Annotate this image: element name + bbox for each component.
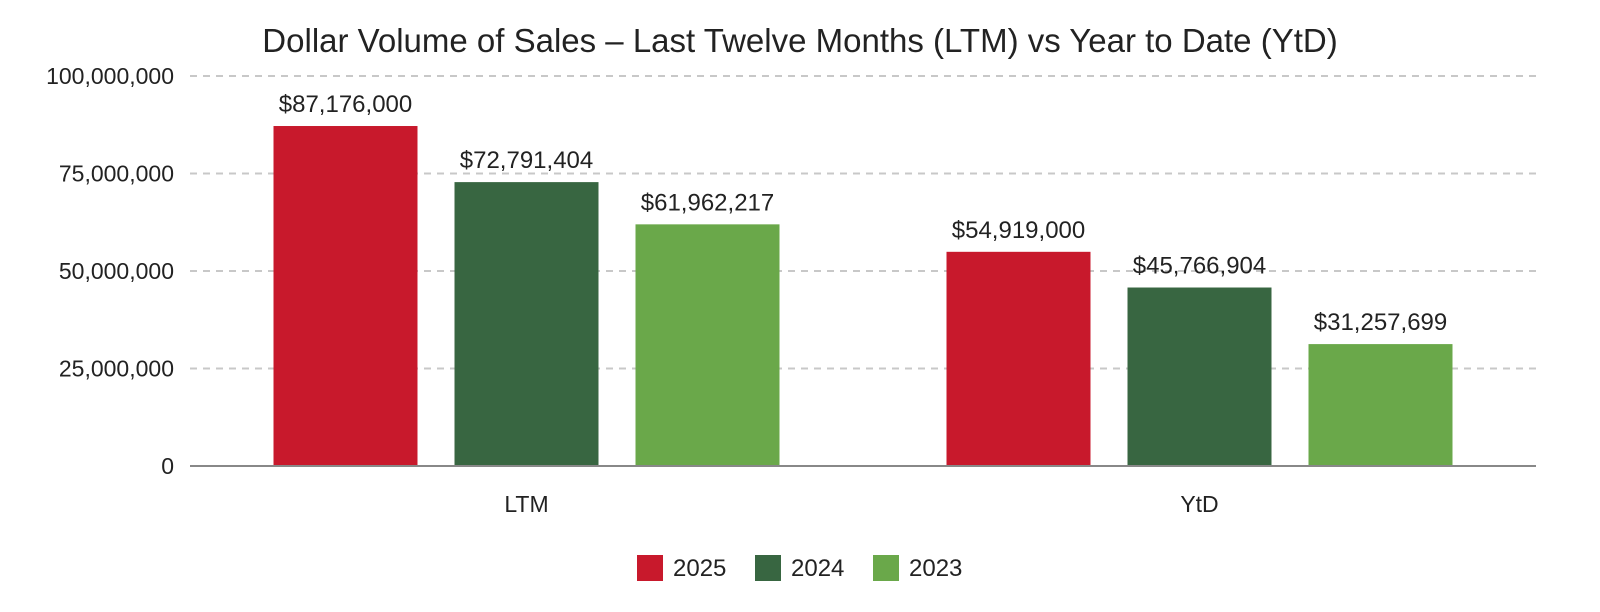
bar-2024-YtD xyxy=(1127,287,1272,466)
bar-2025-LTM xyxy=(273,126,418,466)
data-label: $72,791,404 xyxy=(460,147,593,174)
y-tick-label: 100,000,000 xyxy=(46,63,174,89)
data-label: $61,962,217 xyxy=(641,189,774,216)
x-category-label: YtD xyxy=(1180,491,1218,517)
bars xyxy=(273,126,1453,466)
y-tick-label: 25,000,000 xyxy=(59,356,174,382)
legend-label: 2025 xyxy=(673,555,726,582)
data-label: $31,257,699 xyxy=(1314,309,1447,336)
x-category-label: LTM xyxy=(504,491,548,517)
bar-2023-LTM xyxy=(635,224,780,466)
legend-swatch xyxy=(873,555,899,581)
chart-title: Dollar Volume of Sales – Last Twelve Mon… xyxy=(262,22,1337,59)
legend-label: 2023 xyxy=(909,555,962,582)
legend: 2025 2024 2023 xyxy=(637,555,962,582)
y-tick-label: 50,000,000 xyxy=(59,258,174,284)
y-tick-label: 75,000,000 xyxy=(59,161,174,187)
y-tick-label: 0 xyxy=(161,453,174,479)
x-axis-categories: LTM YtD xyxy=(504,491,1218,517)
data-label: $54,919,000 xyxy=(952,217,1085,244)
legend-swatch xyxy=(637,555,663,581)
bar-2024-LTM xyxy=(454,182,599,466)
data-label: $87,176,000 xyxy=(279,91,412,118)
legend-label: 2024 xyxy=(791,555,844,582)
legend-swatch xyxy=(755,555,781,581)
bar-2025-YtD xyxy=(946,251,1091,466)
y-axis-ticks: 0 25,000,000 50,000,000 75,000,000 100,000,0… xyxy=(46,63,174,479)
data-label: $45,766,904 xyxy=(1133,253,1266,280)
bar-2023-YtD xyxy=(1308,344,1453,466)
data-labels: $87,176,000 $72,791,404 $61,962,217 $54,919… xyxy=(279,91,1447,336)
